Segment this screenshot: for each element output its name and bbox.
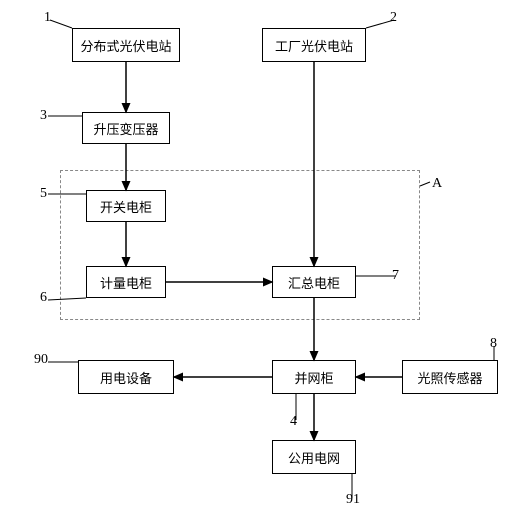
callout-91: 91 (346, 492, 360, 508)
node-label: 计量电柜 (100, 273, 152, 292)
node-public-grid: 公用电网 (272, 440, 356, 474)
node-grid-cabinet: 并网柜 (272, 360, 356, 394)
node-label: 开关电柜 (100, 197, 152, 216)
node-light-sensor: 光照传感器 (402, 360, 498, 394)
node-label: 光照传感器 (417, 368, 482, 387)
node-label: 并网柜 (294, 368, 333, 387)
node-label: 工厂光伏电站 (275, 36, 353, 55)
callout-1: 1 (44, 10, 51, 26)
node-label: 分布式光伏电站 (80, 36, 171, 55)
node-label: 公用电网 (288, 448, 340, 467)
callout-90: 90 (34, 352, 48, 368)
callout-2: 2 (390, 10, 397, 26)
callout-7: 7 (392, 268, 399, 284)
callout-3: 3 (40, 108, 47, 124)
node-distributed-pv-station: 分布式光伏电站 (72, 28, 180, 62)
node-label: 用电设备 (100, 368, 152, 387)
callout-6: 6 (40, 290, 47, 306)
node-label: 汇总电柜 (288, 273, 340, 292)
node-stepup-transformer: 升压变压器 (82, 112, 170, 144)
callout-8: 8 (490, 336, 497, 352)
callout-5: 5 (40, 186, 47, 202)
node-metering-cabinet: 计量电柜 (86, 266, 166, 298)
node-power-equipment: 用电设备 (78, 360, 174, 394)
diagram-canvas: 分布式光伏电站 工厂光伏电站 升压变压器 开关电柜 计量电柜 汇总电柜 用电设备… (0, 0, 523, 519)
node-factory-pv-station: 工厂光伏电站 (262, 28, 366, 62)
region-A-label: A (432, 176, 442, 192)
callout-4: 4 (290, 414, 297, 430)
node-label: 升压变压器 (93, 119, 158, 138)
node-summary-cabinet: 汇总电柜 (272, 266, 356, 298)
node-switch-cabinet: 开关电柜 (86, 190, 166, 222)
